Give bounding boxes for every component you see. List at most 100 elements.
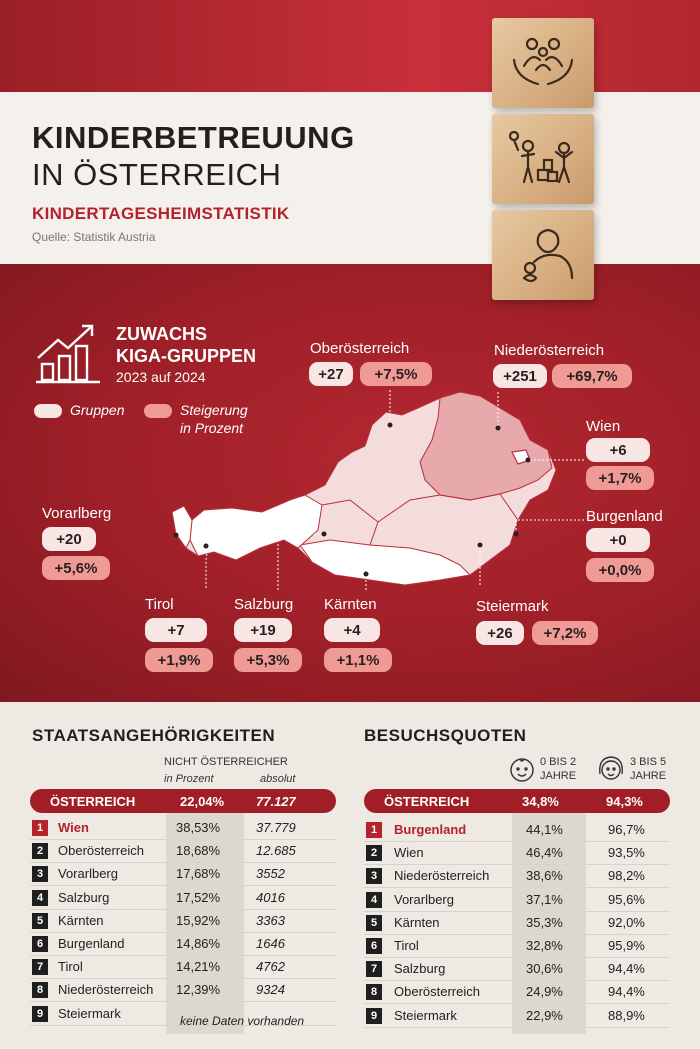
nationality-highlight-column bbox=[166, 812, 244, 1034]
mother-child-icon bbox=[522, 228, 574, 283]
increase-pill-6: +1,7% bbox=[586, 466, 654, 490]
attendance-total-a: 34,8% bbox=[522, 794, 559, 809]
rank-badge: 9 bbox=[366, 1007, 382, 1024]
rank-badge: 3 bbox=[366, 868, 382, 885]
attendance-row-a: 46,4% bbox=[526, 845, 563, 861]
subtitle: KINDERTAGESHEIMSTATISTIK bbox=[32, 204, 290, 223]
nationality-row-abs: 4762 bbox=[256, 959, 285, 975]
row-divider bbox=[364, 957, 670, 958]
row-divider bbox=[364, 980, 670, 982]
rank-badge: 2 bbox=[366, 845, 382, 862]
nationality-row-name: Burgenland bbox=[58, 936, 125, 951]
nationality-total-bar bbox=[30, 789, 336, 813]
nationality-row-pct: 17,68% bbox=[176, 866, 221, 882]
row-divider bbox=[364, 887, 670, 889]
austria-map bbox=[171, 390, 584, 590]
row-divider bbox=[30, 1001, 336, 1003]
wooden-block-family bbox=[492, 18, 594, 108]
nationality-row-name: Salzburg bbox=[58, 889, 110, 905]
region-label-1: Tirol bbox=[145, 596, 174, 613]
wooden-block-mother bbox=[492, 210, 594, 300]
nationality-row-pct: 17,52% bbox=[176, 889, 221, 905]
attendance-row-name: Kärnten bbox=[394, 914, 440, 930]
attendance-row-name: Wien bbox=[394, 845, 424, 861]
attendance-row-a: 37,1% bbox=[526, 891, 563, 907]
nationality-row-pct: 18,68% bbox=[176, 843, 221, 859]
attendance-row-a: 32,8% bbox=[526, 938, 563, 953]
rank-badge: 1 bbox=[366, 822, 382, 838]
increase-pill-2: +5,3% bbox=[234, 648, 302, 672]
groups-pill-8: +26 bbox=[476, 621, 524, 645]
groups-pill-5: +251 bbox=[493, 364, 547, 388]
age-group-1: 0 BIS 2 bbox=[540, 756, 577, 768]
nationality-row-name: Oberösterreich bbox=[58, 843, 144, 859]
increase-pill-0: +5,6% bbox=[42, 556, 110, 580]
baby-face-icon bbox=[510, 758, 534, 782]
header-top-band bbox=[0, 0, 700, 92]
attendance-row-b: 95,6% bbox=[608, 891, 645, 907]
rank-badge: 7 bbox=[366, 961, 382, 978]
groups-pill-7: +0 bbox=[586, 528, 650, 552]
region-label-0: Vorarlberg bbox=[42, 505, 112, 522]
row-divider bbox=[364, 841, 670, 842]
rank-badge: 9 bbox=[32, 1005, 48, 1022]
rank-badge: 6 bbox=[366, 938, 382, 954]
legend-swatch-groups bbox=[34, 404, 62, 418]
nationality-title: STAATSANGEHÖRIGKEITEN bbox=[32, 726, 276, 745]
nationality-total-abs: 77.127 bbox=[256, 794, 296, 809]
attendance-row-name: Oberösterreich bbox=[394, 984, 480, 1000]
nationality-row-abs: 3552 bbox=[256, 866, 285, 882]
attendance-row-name: Burgenland bbox=[394, 822, 467, 837]
age-group-2: 3 BIS 5 bbox=[630, 756, 667, 768]
rank-badge: 4 bbox=[32, 889, 48, 906]
nationality-row-abs: 1646 bbox=[256, 936, 285, 951]
row-divider bbox=[30, 839, 336, 840]
map-region-vorarlberg bbox=[171, 505, 193, 549]
growth-chart-icon bbox=[36, 324, 100, 384]
attendance-row-name: Tirol bbox=[394, 938, 419, 953]
legend-label-increase-2: in Prozent bbox=[180, 420, 244, 436]
rank-badge: 4 bbox=[366, 891, 382, 908]
legend-label-increase-1: Steigerung bbox=[180, 402, 248, 418]
row-divider bbox=[30, 1024, 336, 1026]
increase-pill-1: +1,9% bbox=[145, 648, 213, 672]
nationality-col2-sub: absolut bbox=[260, 773, 296, 785]
region-label-4: Oberösterreich bbox=[310, 340, 410, 357]
title-line-1: KINDERBETREUUNG bbox=[32, 120, 355, 155]
nationality-row-name: Steiermark bbox=[58, 1005, 121, 1021]
row-divider bbox=[30, 955, 336, 956]
age-group-1b: JAHRE bbox=[540, 770, 577, 782]
region-label-7: Burgenland bbox=[586, 508, 663, 525]
nationality-row-name: Tirol bbox=[58, 959, 83, 975]
groups-pill-3: +4 bbox=[324, 618, 380, 642]
increase-pill-8: +7,2% bbox=[532, 621, 598, 645]
region-label-6: Wien bbox=[586, 418, 621, 435]
groups-pill-6: +6 bbox=[586, 438, 650, 462]
row-divider bbox=[364, 933, 670, 935]
attendance-total-b: 94,3% bbox=[606, 794, 643, 809]
nationality-col1-sub: in Prozent bbox=[164, 773, 214, 785]
nationality-row-pct: 38,53% bbox=[176, 820, 221, 835]
attendance-row-a: 30,6% bbox=[526, 961, 563, 977]
rank-badge: 2 bbox=[32, 843, 48, 860]
nationality-row-name: Wien bbox=[58, 820, 89, 835]
attendance-row-name: Steiermark bbox=[394, 1007, 457, 1023]
groups-pill-4: +27 bbox=[309, 362, 353, 386]
nationality-row-pct: 14,21% bbox=[176, 959, 221, 975]
attendance-highlight-column bbox=[512, 812, 586, 1034]
attendance-row-b: 88,9% bbox=[608, 1007, 645, 1023]
source-note: Quelle: Statistik Austria bbox=[32, 230, 156, 244]
attendance-row-b: 94,4% bbox=[608, 984, 645, 1000]
region-label-8: Steiermark bbox=[476, 598, 549, 615]
nationality-row-abs: 9324 bbox=[256, 982, 285, 998]
row-divider bbox=[30, 931, 336, 933]
attendance-row-name: Vorarlberg bbox=[394, 891, 454, 907]
attendance-title: BESUCHSQUOTEN bbox=[364, 726, 527, 745]
groups-pill-2: +19 bbox=[234, 618, 292, 642]
nationality-row-name: Vorarlberg bbox=[58, 866, 118, 882]
rank-badge: 1 bbox=[32, 820, 48, 836]
groups-pill-1: +7 bbox=[145, 618, 207, 642]
title-line-2: IN ÖSTERREICH bbox=[32, 157, 282, 192]
rank-badge: 3 bbox=[32, 866, 48, 883]
attendance-row-a: 44,1% bbox=[526, 822, 563, 837]
